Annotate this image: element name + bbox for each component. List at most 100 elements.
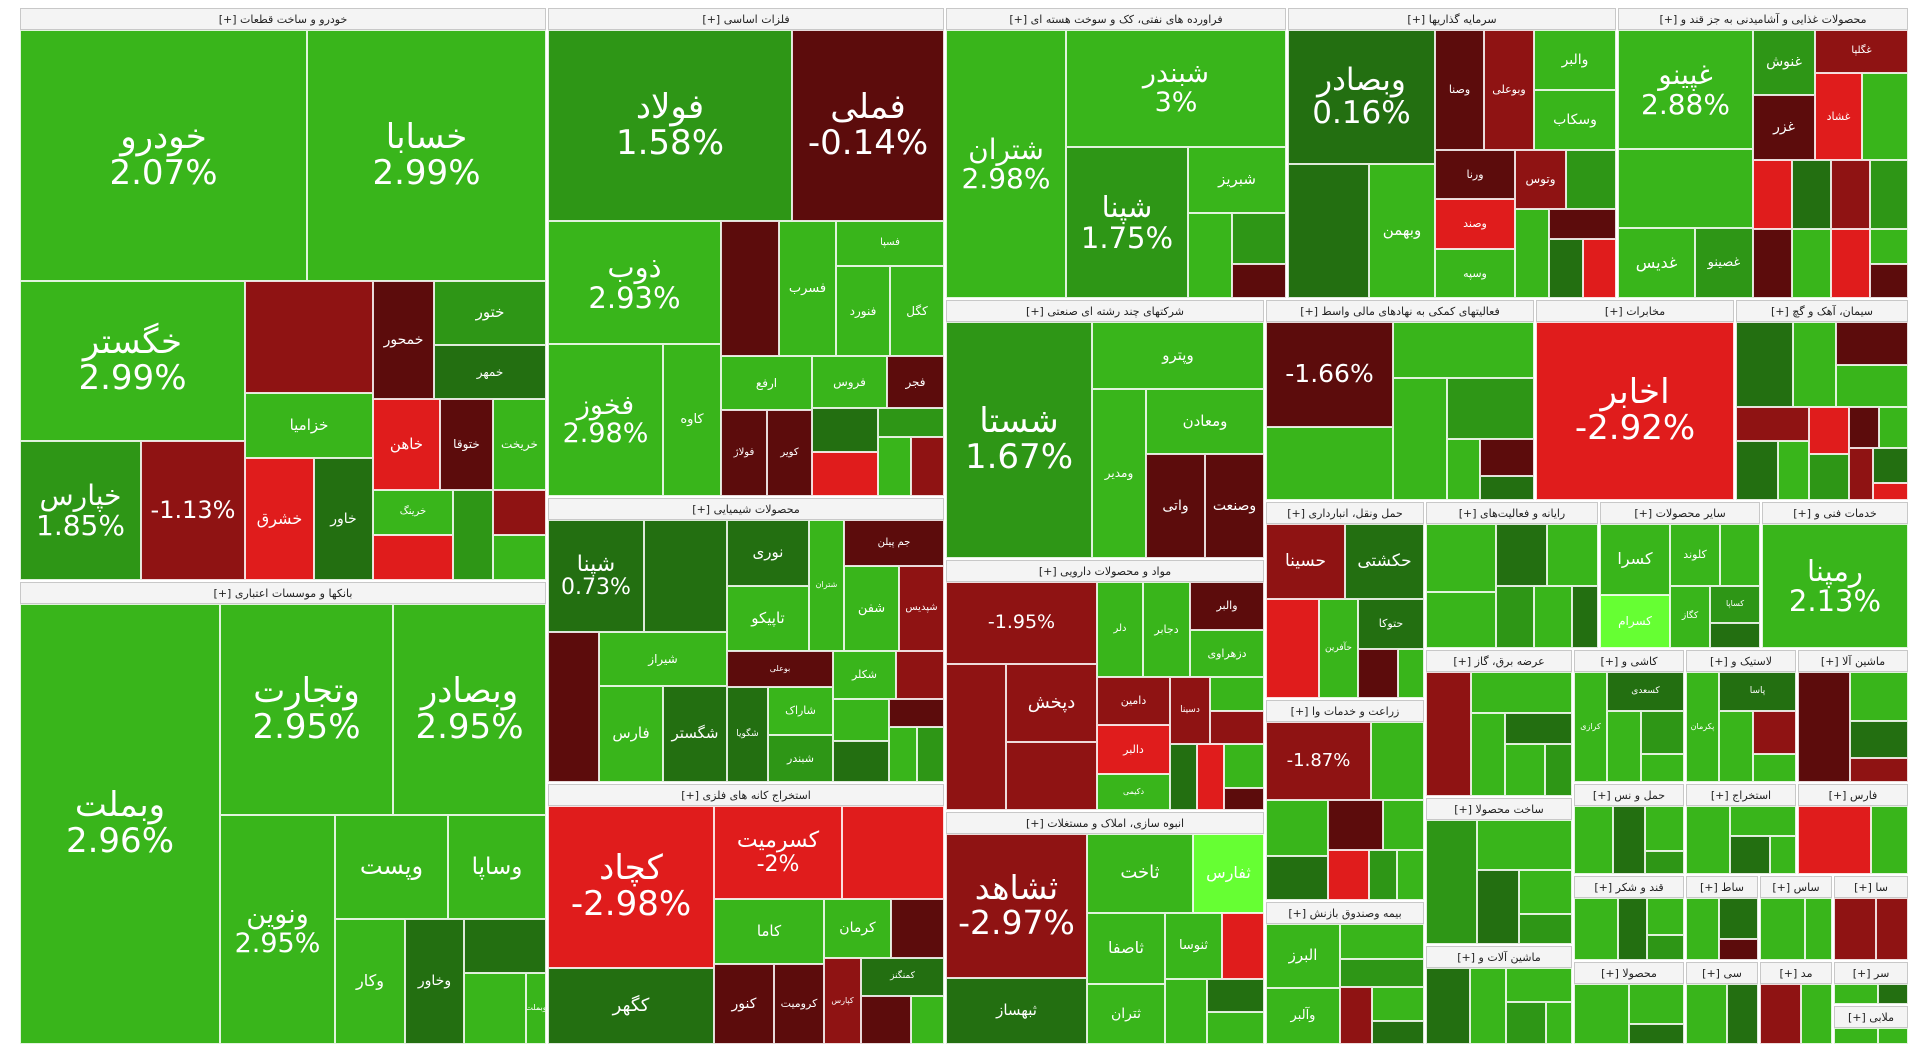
treemap-tile[interactable]: کرومیت [774, 964, 824, 1044]
treemap-tile[interactable] [1566, 150, 1616, 209]
treemap-tile[interactable] [1328, 800, 1383, 850]
treemap-tile[interactable] [1546, 1002, 1572, 1044]
treemap-tile[interactable] [1266, 427, 1393, 500]
treemap-tile[interactable]: وپست [335, 815, 448, 919]
treemap-tile[interactable] [1730, 806, 1796, 836]
treemap-tile[interactable] [1850, 672, 1908, 721]
treemap-tile[interactable]: کگهر [548, 968, 714, 1044]
treemap-tile[interactable] [1574, 898, 1618, 960]
treemap-tile[interactable] [1515, 209, 1549, 298]
treemap-tile[interactable] [1207, 979, 1264, 1012]
sector-title[interactable]: محصولات غذایی و آشامیدنی به جز قند و [+] [1618, 8, 1908, 30]
sector-title[interactable]: سا [+] [1834, 876, 1908, 898]
treemap-tile[interactable] [1770, 836, 1796, 874]
sector-title[interactable]: مخابرات [+] [1536, 300, 1734, 322]
treemap-tile[interactable]: ختوقا [440, 399, 493, 490]
treemap-tile[interactable] [1878, 1028, 1908, 1044]
treemap-tile[interactable] [1710, 623, 1760, 648]
sector-title[interactable]: عرضه برق، گاز [+] [1426, 650, 1572, 672]
treemap-tile[interactable]: کچاد -2.98% [548, 806, 714, 968]
treemap-tile[interactable] [1736, 322, 1793, 407]
sector-title[interactable]: فعالیتهای کمکی به نهادهای مالی واسط [+] [1266, 300, 1534, 322]
sector-title[interactable]: سایر محصولات [+] [1600, 502, 1760, 524]
sector-title[interactable]: فارس [+] [1798, 784, 1908, 806]
sector-title[interactable]: سی [+] [1686, 962, 1758, 984]
treemap-tile[interactable] [1870, 160, 1908, 229]
treemap-tile[interactable] [1549, 209, 1616, 239]
treemap-tile[interactable] [1506, 968, 1572, 1002]
treemap-tile[interactable]: فسپا [836, 221, 944, 266]
treemap-tile[interactable] [1753, 160, 1792, 229]
treemap-tile[interactable] [1760, 898, 1805, 960]
treemap-tile[interactable] [896, 651, 944, 699]
treemap-tile[interactable] [1534, 586, 1572, 648]
treemap-tile[interactable] [1340, 987, 1372, 1044]
treemap-tile[interactable]: فولاژ [721, 410, 767, 496]
treemap-tile[interactable] [1224, 744, 1264, 788]
treemap-tile[interactable] [1383, 800, 1424, 850]
treemap-tile[interactable] [1870, 264, 1908, 298]
treemap-tile[interactable]: خاور [314, 458, 373, 580]
sector-title[interactable]: ساط [+] [1686, 876, 1758, 898]
treemap-tile[interactable] [1372, 987, 1424, 1021]
treemap-tile[interactable]: کسعدی [1607, 672, 1684, 711]
treemap-tile[interactable]: کسرام [1600, 595, 1670, 648]
treemap-tile[interactable]: وپترو [1092, 322, 1264, 389]
treemap-tile[interactable] [1471, 672, 1572, 713]
treemap-tile[interactable]: کاوه [663, 344, 721, 496]
treemap-tile[interactable] [1470, 968, 1506, 1044]
treemap-tile[interactable]: خزامیا [245, 393, 373, 458]
treemap-tile[interactable]: ثتران [1087, 984, 1165, 1044]
treemap-tile[interactable]: والبر [1534, 30, 1616, 90]
treemap-tile[interactable] [1870, 229, 1908, 264]
treemap-tile[interactable]: وآلبر [1266, 988, 1340, 1044]
treemap-tile[interactable] [1793, 322, 1836, 407]
treemap-tile[interactable] [1397, 850, 1424, 900]
sector-title[interactable]: حمل ونقل، انبارداری [+] [1266, 502, 1424, 524]
treemap-tile[interactable] [1645, 851, 1684, 874]
treemap-tile[interactable]: غدیس [1618, 228, 1695, 298]
treemap-tile[interactable]: فسرب [779, 221, 836, 356]
treemap-tile[interactable]: خمحور [373, 281, 434, 399]
treemap-tile[interactable] [1340, 924, 1424, 959]
treemap-tile[interactable] [1549, 239, 1583, 298]
sector-title[interactable]: ملابی [+] [1834, 1006, 1908, 1028]
treemap-tile[interactable] [833, 741, 889, 782]
treemap-tile[interactable]: کگل [890, 266, 944, 356]
treemap-tile[interactable] [1471, 713, 1505, 796]
sector-title[interactable]: استخراج [+] [1686, 784, 1796, 806]
treemap-tile[interactable] [493, 490, 546, 535]
treemap-tile[interactable]: فروس [812, 356, 887, 408]
treemap-tile[interactable] [1572, 586, 1598, 648]
treemap-tile[interactable] [721, 221, 779, 356]
sector-title[interactable]: شرکتهای چند رشته ای صنعتی [+] [946, 300, 1264, 322]
treemap-tile[interactable]: شگویا [727, 687, 768, 782]
sector-title[interactable]: استخراج کانه های فلزی [+] [548, 784, 944, 806]
treemap-tile[interactable]: وصنا [1435, 30, 1484, 150]
treemap-tile[interactable]: وتجارت 2.95% [220, 604, 393, 815]
treemap-tile[interactable] [1393, 322, 1534, 378]
treemap-tile[interactable] [1207, 1012, 1264, 1044]
treemap-tile[interactable]: غپینو 2.88% [1618, 30, 1753, 149]
treemap-tile[interactable] [1328, 850, 1369, 900]
treemap-tile[interactable] [1831, 160, 1870, 229]
treemap-tile[interactable]: کاما [714, 899, 824, 964]
treemap-tile[interactable]: خگستر 2.99% [20, 281, 245, 441]
treemap-tile[interactable]: خپارس 1.85% [20, 441, 141, 580]
treemap-tile[interactable] [812, 452, 878, 496]
treemap-tile[interactable] [1188, 213, 1232, 298]
sector-title[interactable]: بیمه وصندوق بازنش [+] [1266, 902, 1424, 924]
treemap-tile[interactable] [1545, 744, 1572, 796]
treemap-tile[interactable] [946, 664, 1006, 810]
treemap-tile[interactable]: واتی [1146, 454, 1205, 558]
treemap-tile[interactable]: کمنگنز [861, 958, 944, 996]
treemap-tile[interactable]: ثاخت [1087, 834, 1193, 913]
treemap-tile[interactable] [1879, 407, 1908, 448]
treemap-tile[interactable] [911, 437, 944, 496]
treemap-tile[interactable] [1809, 407, 1849, 454]
treemap-tile[interactable] [1753, 711, 1796, 754]
treemap-tile[interactable] [1369, 850, 1397, 900]
treemap-tile[interactable]: ونوین 2.95% [220, 815, 335, 1044]
treemap-tile[interactable]: دزهراوی [1190, 630, 1264, 677]
treemap-tile[interactable]: کگاز [1670, 586, 1710, 648]
